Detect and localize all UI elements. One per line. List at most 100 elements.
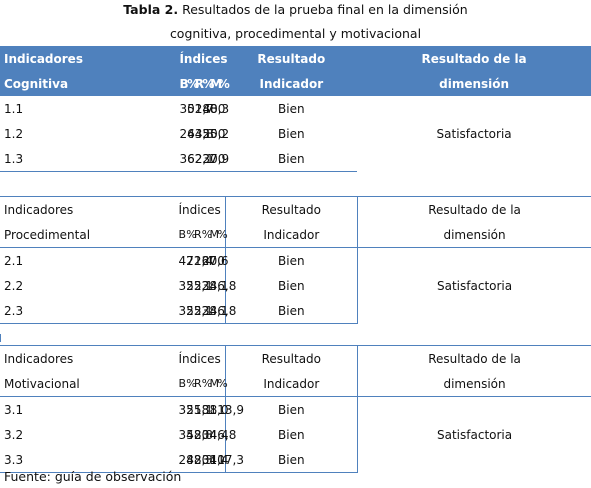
- cell-dimension-result: Satisfactoria: [436, 126, 512, 141]
- cell-m-pct: 6,8: [217, 427, 237, 442]
- cell-result: Bien: [224, 247, 358, 273]
- cell-result: Bien: [224, 298, 358, 324]
- cell-indicator: 1.1: [4, 101, 24, 116]
- cell-m-pct: 6,8: [217, 278, 237, 293]
- header-resultado-dimension: Resultado de la: [357, 345, 591, 371]
- cell-b-pct: 62,1: [187, 146, 214, 172]
- cell-r-pct: 38,1: [201, 298, 228, 324]
- header-col: R: [194, 71, 204, 96]
- cell-b-pct: 55,1: [186, 278, 213, 293]
- cell-indicator: 2.1: [4, 253, 24, 268]
- header-col: %: [201, 371, 212, 397]
- cell-b-pct: 58,8: [186, 427, 213, 442]
- table-row: 1.2 26 44,8 32 55,2 0 0 Bien: [0, 121, 591, 146]
- cell-m-pct: 0: [217, 253, 225, 268]
- cell-m: 4: [209, 427, 218, 442]
- cell-m: 0: [210, 126, 218, 141]
- cell-r: 28: [194, 101, 211, 116]
- cell-r: 22: [194, 146, 210, 172]
- table-cognitiva: Indicadores Índices Resultado Resultado …: [0, 46, 591, 172]
- caption-line2: cognitiva, procedimental y motivacional: [169, 26, 422, 41]
- cell-r: 16: [193, 253, 210, 268]
- cell-indicator: 2.2: [4, 278, 24, 293]
- header-dimension: dimensión: [357, 71, 591, 96]
- cell-b-pct: 44,8: [187, 126, 214, 141]
- cell-result: Bien: [224, 447, 358, 473]
- table-row: 1.1 30 51,7 28 48,3 0 0 Bien Satisfactor…: [0, 96, 591, 141]
- header-col: %: [186, 222, 197, 248]
- table-row: 3.3 28 48,3 20 34,4 10 17,3 Bien: [0, 447, 591, 473]
- cell-r: 22: [193, 278, 210, 293]
- header-row: Indicadores Índices Resultado Resultado …: [0, 196, 591, 222]
- cell-indicator: 2.3: [0, 298, 179, 324]
- header-resultado: Resultado: [224, 196, 358, 222]
- table-row: 3.1 32 55,1 18 31,0 8 13,9 Bien Satisfac…: [0, 396, 591, 473]
- header-indicador: Indicador: [224, 371, 358, 397]
- header-col: B: [179, 71, 189, 96]
- table-caption: Tabla 2. Resultados de la prueba final e…: [0, 2, 591, 17]
- cell-result: Bien: [278, 126, 305, 141]
- table-row: 3.2 34 58,8 20 34,4 4 6,8 Bien: [0, 422, 591, 447]
- cell-r: 20: [193, 427, 210, 442]
- cell-r-pct: 55,2: [202, 126, 230, 141]
- cell-r-pct: 37,9: [202, 146, 229, 172]
- cell-r: 20: [193, 447, 209, 473]
- cell-b: 30: [179, 101, 195, 116]
- header-col: M: [209, 371, 219, 397]
- header-indices: Índices: [178, 345, 226, 371]
- cell-result: Bien: [225, 146, 358, 172]
- cell-b-pct: 72,4: [186, 253, 213, 268]
- cell-m: 8: [209, 402, 218, 417]
- cell-m: 4: [209, 298, 218, 324]
- cell-r: 32: [194, 126, 211, 141]
- cell-result: Bien: [224, 422, 358, 447]
- cell-r-pct: 48,3: [202, 101, 230, 116]
- cell-b: 34: [178, 427, 194, 442]
- source-note: Fuente: guía de observación: [4, 469, 182, 484]
- cell-b: 42: [178, 253, 194, 268]
- header-indices: Índices: [179, 46, 228, 71]
- cell-m-pct: 0: [217, 101, 226, 116]
- table-row: 1.3 36 62,1 22 37,9 0 0 Bien: [0, 146, 591, 172]
- header-row: Indicadores Índices Resultado Resultado …: [0, 46, 591, 71]
- header-row: Procedimental B % R % M % Indicador dime…: [0, 222, 591, 248]
- header-indicadores: Indicadores: [0, 345, 179, 371]
- header-row: Cognitiva B % R % M % Indicador dimensió…: [0, 71, 591, 96]
- header-dimension: dimensión: [357, 222, 591, 248]
- table-row: 2.3 32 55,1 22 38,1 4 6,8 Bien: [0, 298, 591, 324]
- header-indicador: Indicador: [225, 71, 358, 96]
- header-col: R: [193, 222, 202, 248]
- table-procedimental: Indicadores Índices Resultado Resultado …: [0, 196, 591, 324]
- cell-b-pct: 51,7: [187, 101, 214, 116]
- table-row: 2.2 32 55,1 22 38,1 4 6,8 Bien: [0, 273, 591, 298]
- cell-m-pct: 13,9: [217, 402, 244, 417]
- header-resultado-dimension: Resultado de la: [357, 196, 591, 222]
- header-col: B: [178, 371, 187, 397]
- header-col: %: [186, 371, 197, 397]
- cell-indicator: 3.3: [0, 447, 179, 473]
- cell-b: 26: [179, 126, 195, 141]
- cell-m: 4: [209, 278, 218, 293]
- cell-r-pct: 34,4: [201, 427, 229, 442]
- cell-b: 32: [178, 278, 194, 293]
- cell-m-pct: 0: [217, 126, 226, 141]
- cell-r-pct: 27,6: [201, 253, 229, 268]
- header-col: M: [210, 71, 222, 96]
- cell-b-pct: 55,1: [186, 298, 213, 324]
- header-indices: Índices: [178, 196, 226, 222]
- table-row: 2.1 42 72,4 16 27,6 0 0 Bien Satisfactor…: [0, 247, 591, 324]
- caption-label: Tabla 2.: [123, 2, 179, 17]
- cell-m-pct: 0: [217, 146, 226, 172]
- header-col: %: [217, 71, 230, 96]
- header-col: %: [187, 71, 199, 96]
- cell-m: 0: [209, 253, 218, 268]
- cell-result: Bien: [278, 101, 305, 116]
- header-indicadores: Indicadores: [0, 196, 179, 222]
- header-resultado-dimension: Resultado de la: [357, 46, 591, 71]
- header-dimension-name: Procedimental: [0, 222, 179, 248]
- header-col: %: [202, 71, 214, 96]
- header-col: %: [217, 222, 228, 248]
- cell-m-pct: 6,8: [217, 298, 236, 324]
- cell-r-pct: 34,4: [201, 447, 228, 473]
- header-dimension-name: Cognitiva: [0, 71, 180, 96]
